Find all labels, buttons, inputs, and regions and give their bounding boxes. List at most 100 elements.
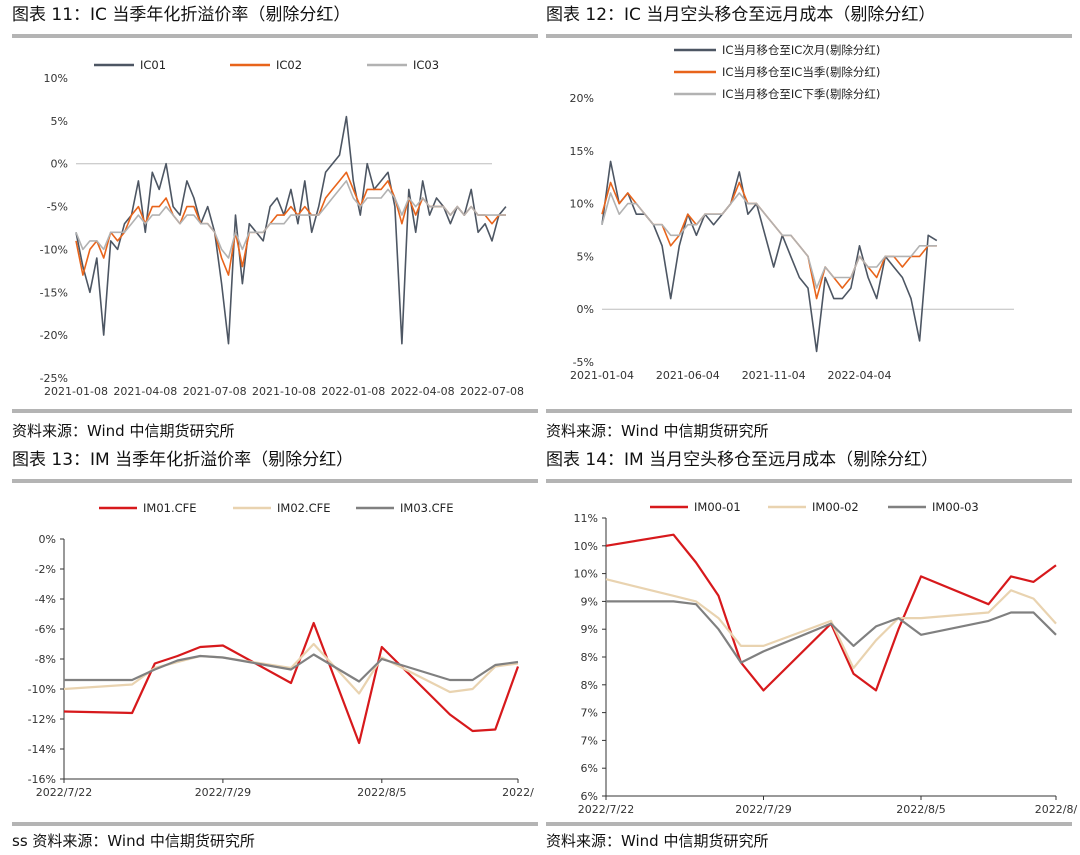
y-tick-label: 15% [570, 145, 594, 158]
y-tick-label: 8% [581, 679, 598, 692]
y-tick-label: 10% [574, 540, 598, 553]
legend-label: IC02 [276, 58, 302, 72]
chart-im-rollover-cost: 11%10%10%9%9%8%8%7%7%6%6%2022/7/22 2022/7… [574, 500, 1078, 816]
y-tick-label: -15% [40, 286, 68, 299]
y-tick-label: -5% [573, 356, 594, 369]
y-tick-label: 10% [44, 72, 68, 85]
y-tick-label: 0% [51, 158, 68, 171]
y-tick-label: 5% [577, 250, 594, 263]
source-note: ss 资料来源：Wind 中信期货研究所 [12, 832, 255, 850]
x-tick-label: 2021-01-04 [570, 369, 634, 382]
y-tick-label: 9% [581, 595, 598, 608]
y-tick-label: 7% [581, 707, 598, 720]
chart-panel-im-rollover-cost: 图表 14：IM 当月空头移仓至远月成本（剔除分红） 11% 10% 10% 9% 9%… [546, 445, 1078, 855]
legend-label: IM00-02 [812, 500, 859, 514]
x-tick-label: 2022/8/5 [357, 786, 406, 799]
source-rule [546, 409, 1072, 413]
y-tick-label: 6% [581, 790, 598, 803]
x-tick-label: 2022/7/22 [578, 803, 634, 816]
y-tick-label: 7% [581, 734, 598, 747]
y-tick-label: -5% [47, 201, 68, 214]
x-tick-label: 2022-07-08 [460, 385, 524, 398]
legend-label: IC当月移仓至IC当季(剔除分红) [722, 65, 880, 79]
legend-label: IC当月移仓至IC次月(剔除分红) [722, 43, 880, 57]
title-rule [12, 479, 538, 483]
title-rule [546, 34, 1072, 38]
series-line-1 [63, 621, 520, 745]
series-line-2 [605, 578, 1057, 670]
source-rule [546, 822, 1072, 826]
y-tick-label: 11% [574, 512, 598, 525]
x-tick-label: 2022/ [502, 786, 534, 799]
series-line-1 [605, 533, 1057, 692]
series-line-3 [64, 653, 519, 683]
y-tick-label: 20% [570, 92, 594, 105]
x-tick-label: 2022/7/29 [735, 803, 791, 816]
chart-panel-ic-quarter-premium: 图表 11：IC 当季年化折溢价率（剔除分红） 10% 5% 0% -5% -10% -1… [12, 0, 538, 445]
source-note: 资料来源：Wind 中信期货研究所 [546, 832, 769, 850]
y-tick-label: 0% [577, 303, 594, 316]
legend-label: IM00-03 [932, 500, 979, 514]
y-tick-label: 5% [51, 115, 68, 128]
source-rule [12, 822, 538, 826]
y-tick-label: -4% [35, 593, 56, 606]
x-tick-label: 2022/8/ [1035, 803, 1078, 816]
title-rule [12, 34, 538, 38]
y-tick-label: -6% [35, 623, 56, 636]
y-tick-label: -12% [28, 713, 56, 726]
x-tick-label: 2022/7/29 [195, 786, 251, 799]
chart-title: 图表 12：IC 当月空头移仓至远月成本（剔除分红） [546, 5, 936, 25]
source-rule [12, 409, 538, 413]
legend-label: IM00-01 [694, 500, 741, 514]
y-tick-label: -10% [40, 243, 68, 256]
chart-ic-rollover-cost: 20% 15% 10% 5% 0% -5%2021-01-04 2021-06-04 2021… [570, 43, 1014, 382]
y-tick-label: -2% [35, 563, 56, 576]
x-tick-label: 2022-04-08 [391, 385, 455, 398]
y-tick-label: -20% [40, 329, 68, 342]
legend-label: IC01 [140, 58, 166, 72]
y-tick-label: 6% [581, 762, 598, 775]
chart-title: 图表 11：IC 当季年化折溢价率（剔除分红） [12, 5, 351, 25]
series-line-1 [75, 115, 507, 345]
y-tick-label: 10% [570, 198, 594, 211]
x-tick-label: 2022-01-08 [321, 385, 385, 398]
x-tick-label: 2021-10-08 [252, 385, 316, 398]
series-line-3 [75, 180, 506, 259]
y-tick-label: 10% [574, 568, 598, 581]
chart-title: 图表 13：IM 当季年化折溢价率（剔除分红） [12, 450, 354, 470]
x-tick-label: 2021-04-08 [113, 385, 177, 398]
chart-im-quarter-premium: 0% -2% -4% -6% -8% -10% -12% -14% -16%2022/7/22 2… [28, 501, 535, 799]
y-tick-label: 8% [581, 651, 598, 664]
series-line-2 [75, 171, 506, 276]
chart-title: 图表 14：IM 当月空头移仓至远月成本（剔除分红） [546, 450, 939, 470]
legend-label: IM03.CFE [400, 501, 454, 515]
x-tick-label: 2022-04-04 [828, 369, 892, 382]
series-line-1 [601, 160, 938, 353]
y-tick-label: 9% [581, 623, 598, 636]
chart-panel-im-quarter-premium: 图表 13：IM 当季年化折溢价率（剔除分红） 0% -2% -4% -6% -8% -1… [12, 445, 538, 855]
x-tick-label: 2021-11-04 [742, 369, 806, 382]
y-tick-label: 0% [39, 533, 56, 546]
chart-ic-quarter-premium: 10% 5% 0% -5% -10% -15% -20% -25%2021-01-08 2021… [40, 58, 524, 398]
source-note: 资料来源：Wind 中信期货研究所 [546, 422, 769, 440]
series-line-2 [601, 181, 937, 300]
legend-label: IM01.CFE [143, 501, 197, 515]
legend-label: IC03 [413, 58, 439, 72]
x-tick-label: 2021-07-08 [183, 385, 247, 398]
series-line-3 [606, 600, 1057, 664]
y-tick-label: -10% [28, 683, 56, 696]
y-tick-label: -14% [28, 743, 56, 756]
x-tick-label: 2022/8/5 [896, 803, 945, 816]
x-tick-label: 2022/7/22 [36, 786, 92, 799]
chart-panel-ic-rollover-cost: 图表 12：IC 当月空头移仓至远月成本（剔除分红） 20% 15% 10% 5% 0%… [546, 0, 1072, 445]
legend-label: IM02.CFE [277, 501, 331, 515]
source-note: 资料来源：Wind 中信期货研究所 [12, 422, 235, 440]
legend-label: IC当月移仓至IC下季(剔除分红) [722, 87, 880, 101]
title-rule [546, 479, 1072, 483]
x-tick-label: 2021-01-08 [44, 385, 108, 398]
y-tick-label: -8% [35, 653, 56, 666]
y-tick-label: -16% [28, 773, 56, 786]
series-line-3 [601, 192, 937, 289]
y-tick-label: -25% [40, 372, 68, 385]
x-tick-label: 2021-06-04 [656, 369, 720, 382]
